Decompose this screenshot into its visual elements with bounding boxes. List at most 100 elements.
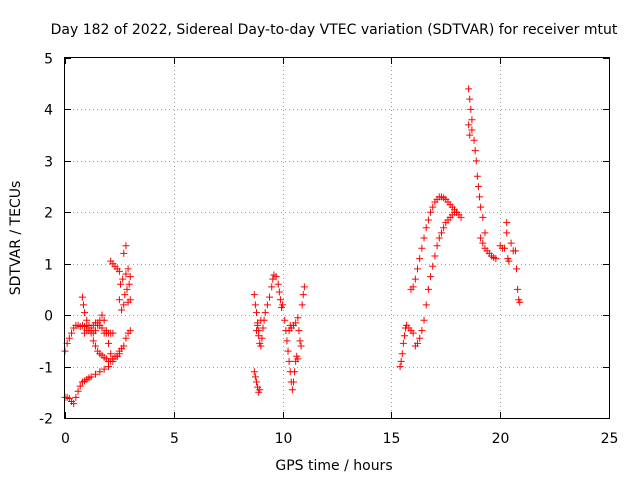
data-point bbox=[299, 291, 307, 299]
y-tick-label: 3 bbox=[44, 155, 53, 171]
data-point bbox=[115, 267, 123, 275]
data-point bbox=[122, 242, 130, 250]
data-point bbox=[292, 319, 300, 327]
y-tick-label: 1 bbox=[44, 258, 53, 274]
data-point bbox=[427, 208, 435, 216]
data-point bbox=[109, 357, 117, 365]
data-point bbox=[409, 283, 417, 291]
data-point bbox=[257, 316, 265, 324]
data-point bbox=[120, 301, 128, 309]
data-point bbox=[414, 265, 422, 273]
data-point bbox=[300, 283, 308, 291]
data-point bbox=[65, 334, 73, 342]
data-point bbox=[255, 327, 263, 335]
data-point bbox=[396, 363, 404, 371]
data-point bbox=[422, 224, 430, 232]
data-point bbox=[424, 285, 432, 293]
data-point bbox=[409, 329, 417, 337]
data-point bbox=[296, 337, 304, 345]
data-point bbox=[124, 265, 132, 273]
data-point bbox=[259, 324, 267, 332]
data-point bbox=[251, 301, 259, 309]
series-arc-f bbox=[250, 368, 264, 396]
series-arc-j bbox=[285, 283, 308, 350]
data-point bbox=[274, 280, 282, 288]
data-point bbox=[261, 309, 269, 317]
data-point bbox=[81, 309, 89, 317]
data-point bbox=[283, 337, 291, 345]
y-tick-label: 0 bbox=[44, 309, 53, 325]
data-point bbox=[440, 224, 448, 232]
data-point bbox=[250, 368, 258, 376]
y-tick-label: 5 bbox=[44, 52, 53, 68]
series-arc-i bbox=[281, 316, 302, 394]
data-point bbox=[471, 147, 479, 155]
data-point bbox=[453, 208, 461, 216]
series-arc-l bbox=[407, 193, 461, 293]
data-point bbox=[268, 283, 276, 291]
data-point bbox=[492, 255, 500, 263]
data-point bbox=[501, 244, 509, 252]
plot-frame bbox=[64, 57, 610, 419]
data-point bbox=[76, 382, 84, 390]
data-point bbox=[121, 291, 129, 299]
data-point bbox=[505, 257, 513, 265]
data-point bbox=[433, 242, 441, 250]
data-point bbox=[263, 301, 271, 309]
data-point bbox=[122, 334, 130, 342]
data-point bbox=[422, 301, 430, 309]
data-point bbox=[511, 247, 519, 255]
data-point bbox=[257, 342, 265, 350]
series-arc-e bbox=[107, 242, 134, 314]
data-point bbox=[431, 252, 439, 260]
data-point bbox=[503, 229, 511, 237]
series-arc-c bbox=[61, 327, 134, 408]
data-point bbox=[507, 239, 515, 247]
y-tick-label: 2 bbox=[44, 206, 53, 222]
data-point bbox=[514, 285, 522, 293]
data-point bbox=[288, 386, 296, 394]
data-point bbox=[420, 316, 428, 324]
series-arc-m bbox=[465, 85, 489, 237]
data-point bbox=[411, 275, 419, 283]
data-point bbox=[89, 337, 97, 345]
series-arc-o bbox=[496, 219, 524, 306]
data-point bbox=[258, 334, 266, 342]
x-tick-label: 15 bbox=[383, 431, 401, 447]
data-point bbox=[473, 172, 481, 180]
data-point bbox=[472, 157, 480, 165]
data-point bbox=[477, 203, 485, 211]
data-point bbox=[116, 280, 124, 288]
data-point bbox=[126, 327, 134, 335]
data-point bbox=[272, 273, 280, 281]
data-point bbox=[513, 265, 521, 273]
data-point bbox=[78, 293, 86, 301]
data-point bbox=[289, 378, 297, 386]
data-point bbox=[466, 95, 474, 103]
series-arc-b bbox=[78, 293, 123, 365]
data-point bbox=[125, 280, 133, 288]
data-point bbox=[105, 363, 113, 371]
x-tick-label: 5 bbox=[170, 431, 179, 447]
series-arc-n bbox=[477, 234, 500, 263]
grid bbox=[65, 58, 609, 418]
data-point bbox=[276, 296, 284, 304]
data-point bbox=[468, 116, 476, 124]
data-point bbox=[72, 393, 80, 401]
data-point bbox=[435, 234, 443, 242]
data-point bbox=[418, 244, 426, 252]
data-point bbox=[298, 301, 306, 309]
y-tick-label: -2 bbox=[39, 412, 53, 428]
data-point bbox=[399, 339, 407, 347]
data-point bbox=[275, 288, 283, 296]
data-point bbox=[437, 229, 445, 237]
data-point bbox=[429, 203, 437, 211]
data-point bbox=[279, 301, 287, 309]
data-point bbox=[516, 298, 524, 306]
data-point bbox=[123, 285, 131, 293]
data-point bbox=[420, 234, 428, 242]
data-point bbox=[100, 316, 108, 324]
data-point bbox=[479, 213, 487, 221]
data-point bbox=[113, 352, 121, 360]
data-point bbox=[476, 193, 484, 201]
